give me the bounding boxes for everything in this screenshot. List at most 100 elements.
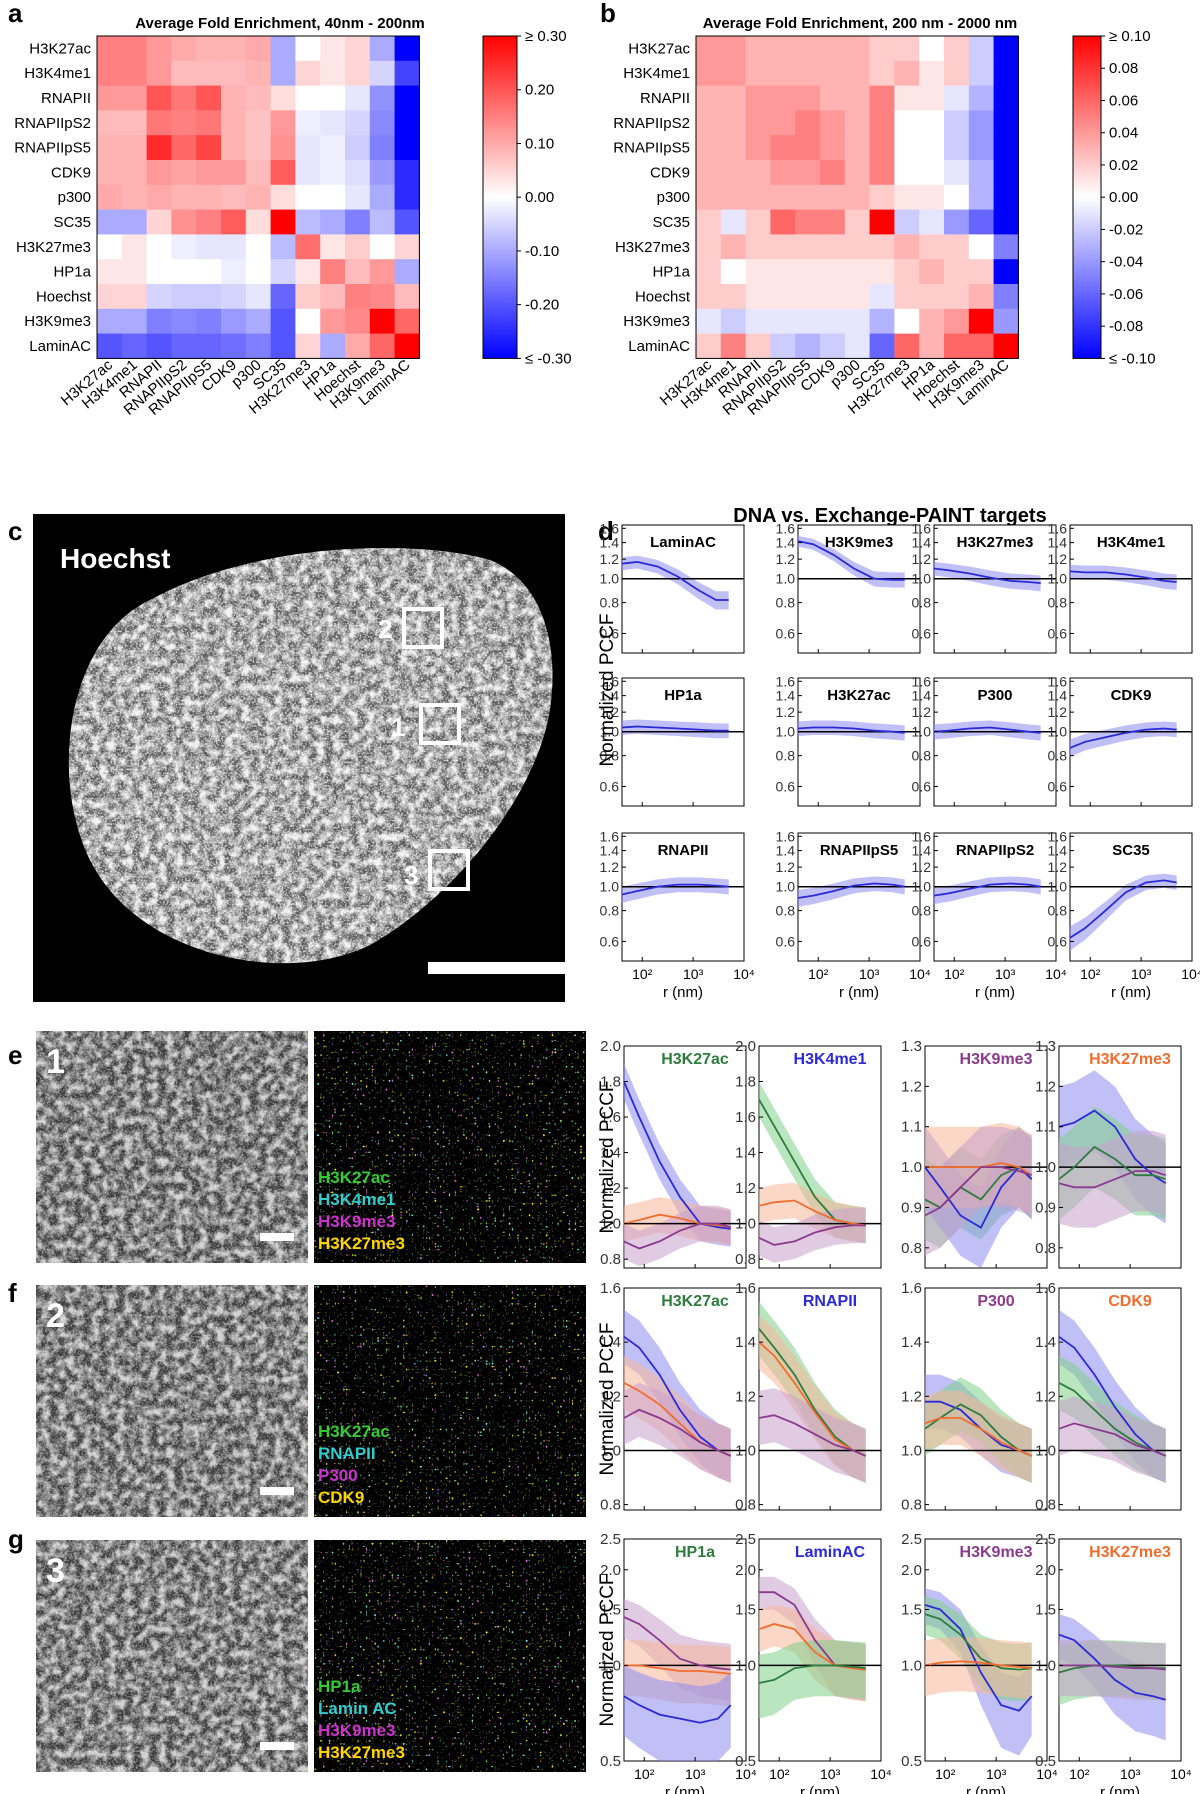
- y-tick-label: 1.2: [600, 551, 620, 567]
- y-tick-label: 1.4: [912, 843, 932, 859]
- x-tick-label: 10²: [1080, 966, 1101, 982]
- heatmap-cell: [97, 284, 123, 310]
- heatmap-cell: [295, 308, 321, 335]
- y-tick-label: 1.2: [600, 859, 620, 875]
- x-tick-label: 10³: [683, 966, 704, 982]
- heatmap-cell: [121, 135, 148, 161]
- y-tick-label: 1.0: [600, 879, 620, 895]
- series-line: [924, 1660, 1032, 1670]
- heatmap-cell: [221, 85, 247, 111]
- colorbar: [482, 35, 518, 359]
- x-tick-label: 10³: [995, 966, 1016, 982]
- heatmap-cell: [844, 209, 871, 235]
- confidence-band: [797, 720, 905, 741]
- y-tick-label: 2.0: [735, 1038, 756, 1055]
- subplot-title: H3K4me1: [1097, 534, 1165, 551]
- y-tick-label: 0.6: [912, 625, 932, 641]
- heatmap-cell: [919, 135, 945, 161]
- heatmap-cell: [320, 234, 346, 260]
- heatmap-cell: [196, 36, 222, 62]
- inset-legend-entry: H3K9me3: [318, 1721, 396, 1740]
- row-label: RNAPIIpS5: [14, 140, 91, 157]
- colorbar-tick-label: -0.06: [1109, 286, 1143, 303]
- colorbar-tick-label: ≥ 0.30: [525, 28, 567, 45]
- x-tick-label: 10³: [685, 1766, 706, 1782]
- heatmap-cell: [196, 284, 222, 310]
- heatmap-cell: [146, 135, 172, 161]
- heatmap-cell: [245, 85, 272, 111]
- heatmap-cell: [221, 184, 247, 211]
- y-tick-label: 1.2: [600, 1388, 621, 1405]
- heatmap-cell: [146, 308, 172, 335]
- heatmap-cell: [295, 209, 321, 235]
- heatmap-cell: [320, 284, 346, 310]
- heatmap-cell: [869, 135, 895, 161]
- heatmap-cell: [745, 209, 771, 235]
- y-tick-label: 0.6: [1048, 778, 1068, 794]
- heatmap-cell: [270, 284, 296, 310]
- y-tick-label: 0.6: [776, 778, 796, 794]
- heatmap-cell: [745, 184, 771, 211]
- heatmap-cell: [844, 135, 871, 161]
- y-tick-label: 1.6: [776, 520, 796, 536]
- heatmap-cell: [394, 209, 420, 235]
- y-tick-label: 1.0: [1035, 1442, 1056, 1459]
- confidence-band: [797, 535, 905, 588]
- heatmap-title: Average Fold Enrichment, 200 nm - 2000 n…: [703, 15, 1018, 32]
- y-tick-label: 2.0: [1035, 1562, 1056, 1579]
- colorbar-tick-label: -0.04: [1109, 254, 1143, 271]
- y-tick-label: 1.6: [735, 1280, 756, 1297]
- y-tick-label: 1.2: [735, 1388, 756, 1405]
- heatmap-cell: [993, 284, 1019, 310]
- y-tick-label: 1.6: [912, 673, 932, 689]
- y-tick-label: 1.3: [1035, 1038, 1056, 1055]
- heatmap-cell: [770, 85, 796, 111]
- heatmap-cell: [869, 259, 895, 285]
- panel-letter-b: b: [600, 0, 616, 28]
- confidence-band: [924, 1390, 1032, 1483]
- heatmap-cell: [844, 85, 871, 111]
- heatmap-cell: [295, 110, 321, 136]
- y-tick-label: 1.8: [735, 1074, 756, 1091]
- y-tick-label: 2.5: [1035, 1531, 1056, 1548]
- heatmap-cell: [369, 308, 396, 335]
- row-label: HP1a: [53, 264, 91, 281]
- heatmap-cell: [844, 110, 871, 136]
- heatmap-cell: [944, 184, 970, 211]
- heatmap-cell: [121, 110, 148, 136]
- x-tick-label: 10³: [986, 1766, 1007, 1782]
- heatmap-cell: [121, 333, 148, 359]
- y-tick-label: 1.5: [735, 1601, 756, 1618]
- heatmap-cell: [270, 259, 296, 285]
- y-tick-label: 0.5: [600, 1753, 621, 1770]
- heatmap-cell: [369, 60, 396, 87]
- heatmap-cell: [944, 234, 970, 260]
- x-tick-label: 10³: [820, 1766, 841, 1782]
- y-tick-label: 1.5: [1035, 1601, 1056, 1618]
- subplot-title: RNAPII: [803, 1293, 857, 1310]
- confidence-band: [758, 1388, 866, 1483]
- series-line: [623, 1081, 731, 1230]
- heatmap-cell: [993, 234, 1019, 260]
- heatmap-cell: [97, 135, 123, 161]
- heatmap-cell: [146, 259, 172, 285]
- heatmap-cell: [369, 209, 396, 235]
- heatmap-cell: [320, 308, 346, 335]
- y-tick-label: 1.6: [600, 1109, 621, 1126]
- heatmap-cell: [968, 209, 995, 235]
- heatmap-cell: [869, 284, 895, 310]
- y-tick-label: 0.8: [600, 595, 620, 611]
- subplot-title: H3K4me1: [794, 1051, 867, 1068]
- series-line: [623, 1695, 732, 1724]
- inset-number: 3: [46, 1552, 65, 1590]
- heatmap-cell: [993, 259, 1019, 285]
- heatmap-cell: [795, 308, 821, 335]
- scale-bar: [428, 962, 566, 974]
- heatmap-cell: [121, 284, 148, 310]
- heatmap-cell: [171, 234, 197, 260]
- row-label: H3K27ac: [628, 40, 690, 57]
- heatmap-cell: [245, 234, 272, 260]
- heatmap-cell: [270, 36, 296, 62]
- inset-legend-entry: H3K27ac: [318, 1168, 390, 1187]
- heatmap-cell: [770, 209, 796, 235]
